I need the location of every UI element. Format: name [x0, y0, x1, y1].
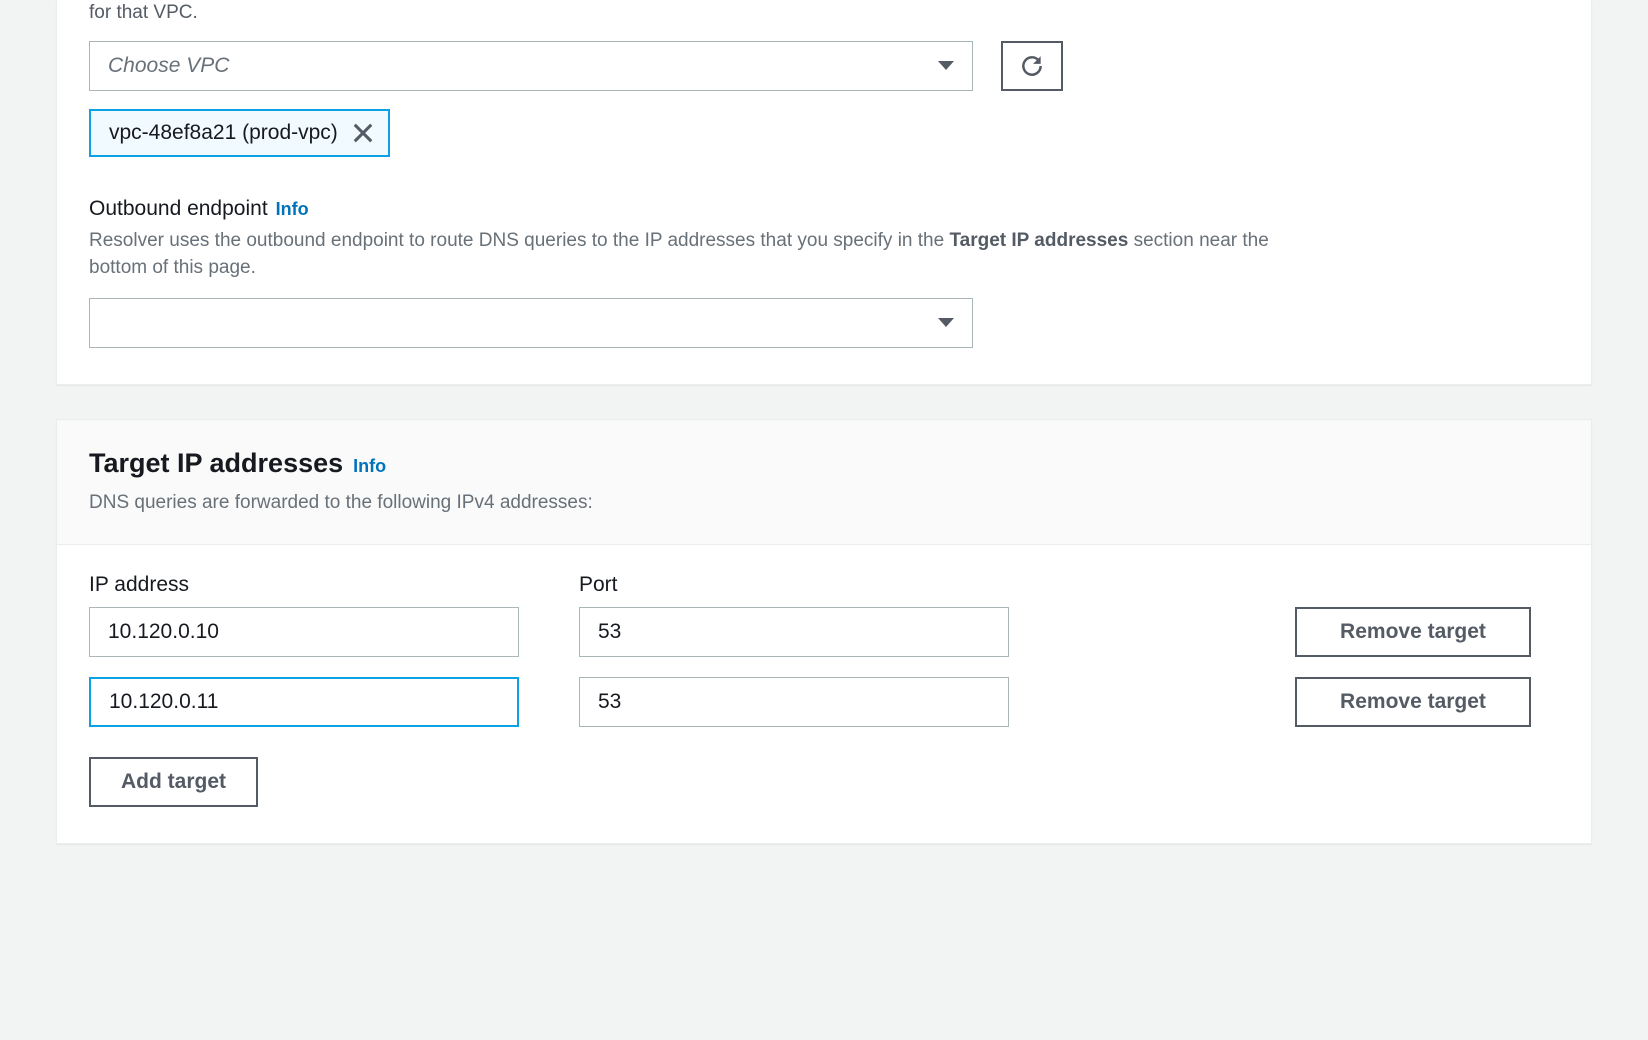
ip-address-input[interactable]: [89, 677, 519, 727]
vpc-select[interactable]: Choose VPC: [89, 41, 973, 91]
target-ip-title: Target IP addresses Info: [89, 448, 1559, 479]
outbound-desc-bold: Target IP addresses: [949, 230, 1128, 251]
target-row: Remove target: [89, 607, 1559, 657]
target-ip-info-link[interactable]: Info: [353, 456, 386, 477]
vpc-desc-truncated: for that VPC.: [89, 0, 1559, 27]
outbound-desc-pre: Resolver uses the outbound endpoint to r…: [89, 230, 949, 251]
target-row: Remove target: [89, 677, 1559, 727]
target-columns-header: IP address Port: [89, 573, 1559, 597]
target-ip-panel: Target IP addresses Info DNS queries are…: [56, 419, 1592, 845]
target-ip-header: Target IP addresses Info DNS queries are…: [57, 420, 1591, 546]
port-column-header: Port: [579, 573, 1009, 597]
vpc-chip[interactable]: vpc-48ef8a21 (prod-vpc): [89, 109, 390, 157]
port-input[interactable]: [579, 607, 1009, 657]
refresh-button[interactable]: [1001, 41, 1063, 91]
target-ip-title-text: Target IP addresses: [89, 448, 343, 479]
outbound-label: Outbound endpoint Info: [89, 197, 1559, 221]
target-rows: Remove target Remove target: [89, 607, 1559, 727]
vpc-select-row: Choose VPC: [89, 41, 1559, 91]
remove-target-button[interactable]: Remove target: [1295, 607, 1531, 657]
outbound-desc: Resolver uses the outbound endpoint to r…: [89, 227, 1269, 282]
chevron-down-icon: [938, 61, 954, 70]
target-ip-subtitle: DNS queries are forwarded to the followi…: [89, 489, 1269, 517]
add-target-button[interactable]: Add target: [89, 757, 258, 807]
vpc-chip-label: vpc-48ef8a21 (prod-vpc): [109, 121, 338, 145]
refresh-icon: [1019, 53, 1045, 79]
ip-address-input[interactable]: [89, 607, 519, 657]
target-ip-body: IP address Port Remove targetRemove targ…: [57, 545, 1591, 843]
close-icon[interactable]: [352, 122, 374, 144]
chevron-down-icon: [938, 318, 954, 327]
port-input[interactable]: [579, 677, 1009, 727]
outbound-label-text: Outbound endpoint: [89, 197, 268, 221]
add-target-row: Add target: [89, 757, 1559, 807]
vpc-outbound-panel: for that VPC. Choose VPC vpc-48ef8a21 (p…: [56, 0, 1592, 385]
ip-column-header: IP address: [89, 573, 519, 597]
vpc-select-placeholder: Choose VPC: [108, 54, 229, 78]
outbound-info-link[interactable]: Info: [276, 199, 309, 220]
remove-target-button[interactable]: Remove target: [1295, 677, 1531, 727]
outbound-endpoint-select[interactable]: [89, 298, 973, 348]
